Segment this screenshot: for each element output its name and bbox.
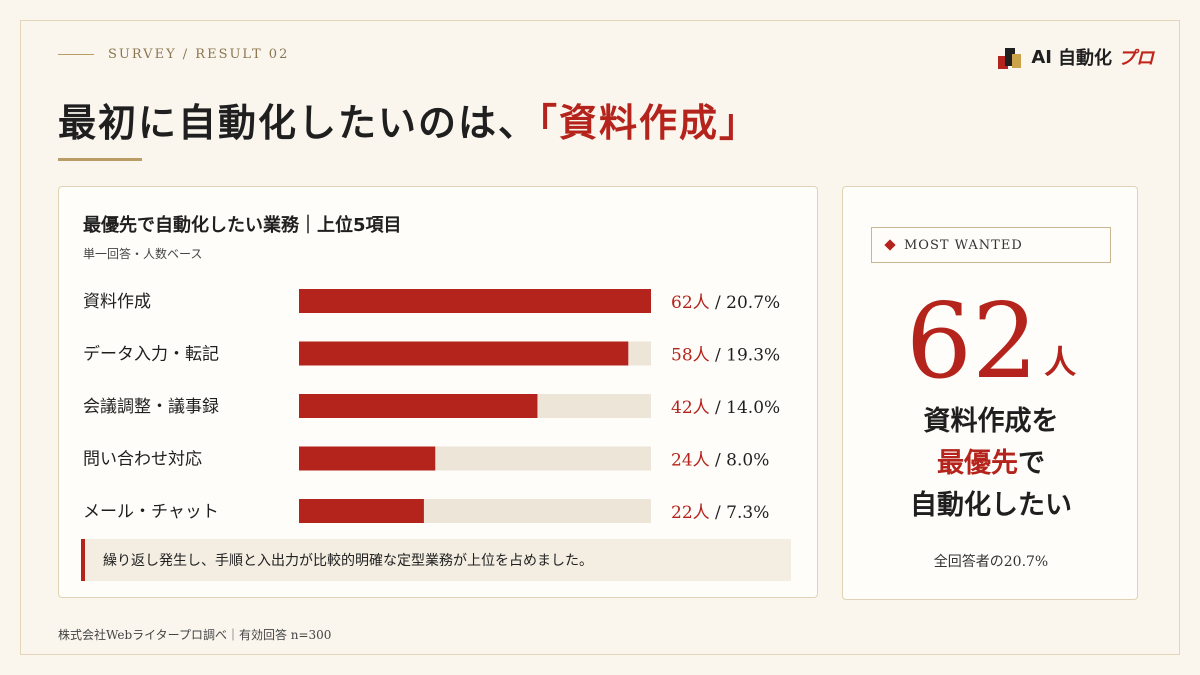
bar xyxy=(299,446,436,471)
big-number-unit: 人 xyxy=(1044,343,1077,381)
data-label-percent: / 14.0% xyxy=(710,398,781,418)
eyebrow-text: SURVEY / RESULT 02 xyxy=(108,46,290,62)
title-main: 最初に自動化したいのは、 xyxy=(58,101,539,145)
msg-line-2-rest: で xyxy=(1018,448,1045,479)
msg-line-2: 最優先で xyxy=(843,443,1139,485)
data-label-count: 24人 xyxy=(671,451,710,471)
data-label-percent: / 8.0% xyxy=(710,451,770,471)
data-label: 22人 / 7.3% xyxy=(671,503,769,523)
chart-subtitle: 単一回答・人数ベース xyxy=(83,247,203,261)
insight-note: 繰り返し発生し、手順と入出力が比較的明確な定型業務が上位を占めました。 xyxy=(81,539,791,581)
page-frame xyxy=(20,20,1180,655)
logo-auto: 自動化 xyxy=(1058,48,1112,69)
badge-label: MOST WANTED xyxy=(904,237,1023,253)
highlight-message: 資料作成を 最優先で 自動化したい xyxy=(843,401,1139,527)
data-label: 58人 / 19.3% xyxy=(671,346,780,366)
data-label-count: 62人 xyxy=(671,293,710,313)
logo-mark-icon xyxy=(998,48,1022,69)
category-label: メール・チャット xyxy=(83,502,219,522)
logo-pro: プロ xyxy=(1118,48,1154,69)
highlight-card: MOST WANTED 62 人 資料作成を 最優先で 自動化したい 全回答者の… xyxy=(842,186,1138,600)
category-label: 資料作成 xyxy=(83,292,151,312)
data-label: 42人 / 14.0% xyxy=(671,398,780,418)
data-label-count: 42人 xyxy=(671,398,710,418)
bar-chart: 資料作成 62人 / 20.7% データ入力・転記 58人 / 19.3% 会議調整・議… xyxy=(83,289,780,523)
chart-card: 資料作成 62人 / 20.7% データ入力・転記 58人 / 19.3% 会議調整・議… xyxy=(58,186,818,598)
bar xyxy=(299,341,629,366)
share-text: 全回答者の20.7% xyxy=(933,554,1049,570)
diamond-icon xyxy=(884,239,896,251)
msg-line-1: 資料作成を xyxy=(923,406,1059,437)
data-label: 24人 / 8.0% xyxy=(671,451,769,471)
bar xyxy=(299,499,424,523)
category-label: データ入力・転記 xyxy=(83,344,219,365)
msg-priority: 最優先 xyxy=(937,448,1018,479)
eyebrow-rule xyxy=(58,53,94,55)
category-label: 問い合わせ対応 xyxy=(83,450,202,470)
brand-logo: AI 自動化 プロ xyxy=(995,40,1154,74)
msg-line-3: 自動化したい xyxy=(910,490,1072,521)
title-underline xyxy=(58,158,142,161)
title-highlight: 「資料作成」 xyxy=(538,101,760,145)
bar xyxy=(299,394,538,418)
category-label: 会議調整・議事録 xyxy=(83,397,219,417)
most-wanted-badge: MOST WANTED xyxy=(871,227,1111,263)
big-number-value: 62 xyxy=(905,280,1039,402)
source-note: 株式会社Webライタープロ調べ｜有効回答 n=300 xyxy=(58,628,332,642)
data-label-percent: / 7.3% xyxy=(710,503,770,523)
data-label: 62人 / 20.7% xyxy=(671,293,780,313)
eyebrow: SURVEY / RESULT 02 xyxy=(58,44,289,64)
data-label-count: 58人 xyxy=(671,346,710,366)
data-label-percent: / 20.7% xyxy=(710,293,781,313)
page-title: 最初に自動化したいのは、「資料作成」 xyxy=(58,92,759,148)
data-label-count: 22人 xyxy=(671,503,710,523)
big-number: 62 人 xyxy=(843,283,1139,393)
data-label-percent: / 19.3% xyxy=(710,346,781,366)
chart-title: 最優先で自動化したい業務｜上位5項目 xyxy=(83,215,402,236)
logo-ai: AI xyxy=(1031,46,1052,68)
bar xyxy=(299,289,651,313)
